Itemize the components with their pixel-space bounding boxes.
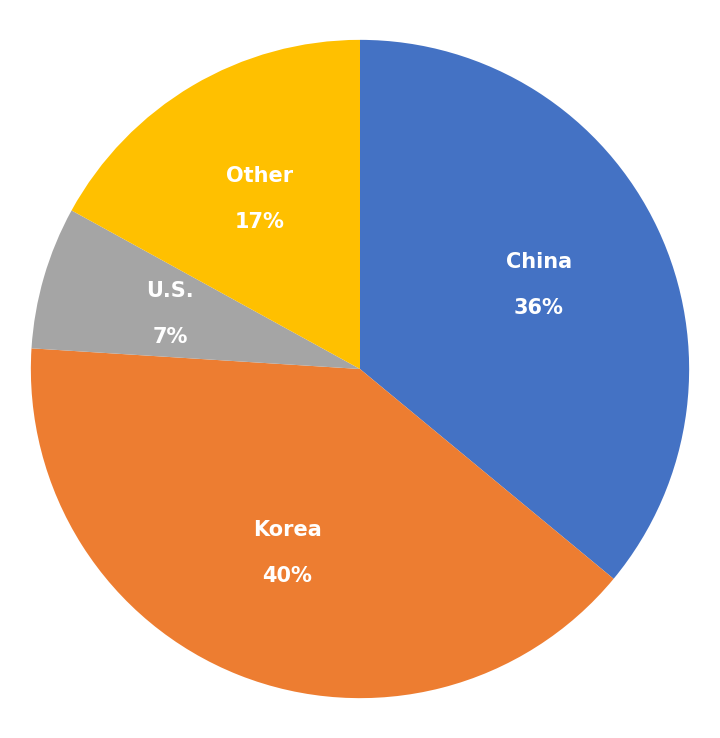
Text: Other: Other (226, 166, 293, 186)
Wedge shape (31, 348, 613, 698)
Text: Korea: Korea (253, 520, 322, 539)
Wedge shape (360, 40, 689, 579)
Text: China: China (505, 252, 572, 272)
Text: 40%: 40% (262, 565, 312, 586)
Text: U.S.: U.S. (147, 281, 194, 301)
Text: 7%: 7% (153, 327, 188, 347)
Wedge shape (71, 40, 360, 369)
Text: 36%: 36% (514, 298, 564, 318)
Text: 17%: 17% (235, 212, 284, 232)
Wedge shape (32, 210, 360, 369)
